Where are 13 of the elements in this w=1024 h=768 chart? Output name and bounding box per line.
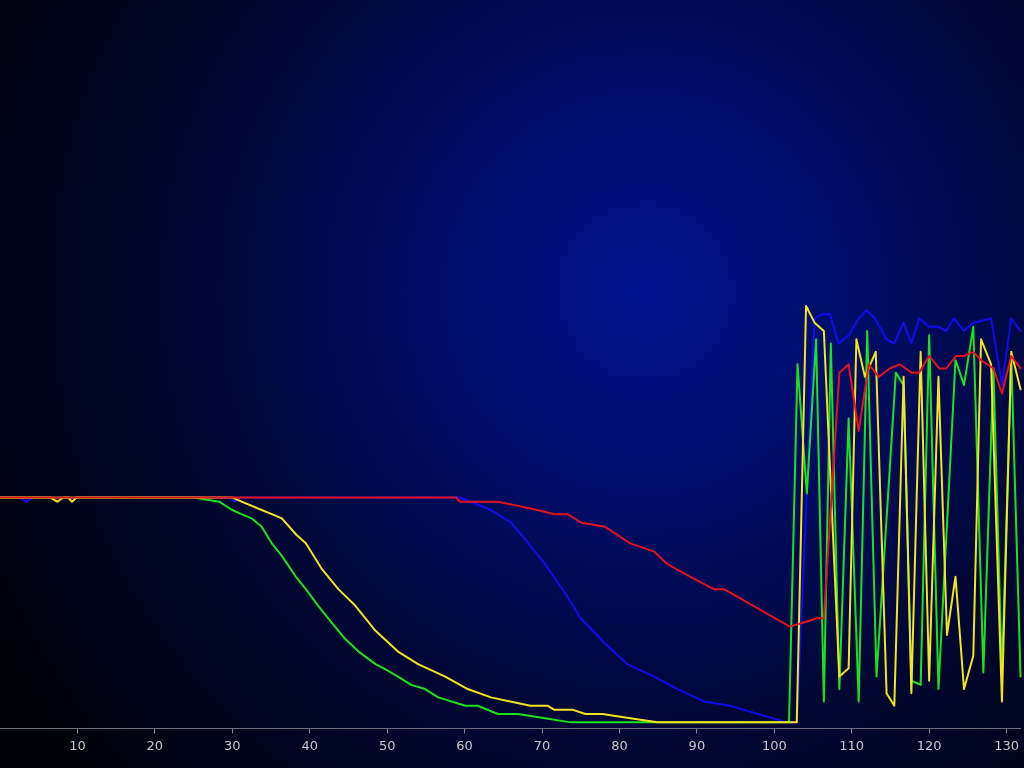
x-tick-label: 50 bbox=[378, 737, 396, 753]
x-tick-label: 100 bbox=[761, 737, 787, 753]
x-tick-label: 40 bbox=[301, 737, 318, 753]
x-tick-label: 60 bbox=[456, 737, 473, 753]
x-tick-label: 30 bbox=[224, 737, 241, 753]
x-tick-label: 110 bbox=[839, 737, 865, 753]
x-tick-label: 90 bbox=[688, 737, 706, 753]
x-tick-label: 120 bbox=[916, 737, 942, 753]
x-tick-label: 80 bbox=[611, 737, 628, 753]
x-tick-label: 20 bbox=[146, 737, 164, 753]
x-tick-label: 130 bbox=[994, 737, 1020, 753]
x-tick-label: 70 bbox=[533, 737, 551, 753]
x-tick-label: 10 bbox=[69, 737, 86, 753]
